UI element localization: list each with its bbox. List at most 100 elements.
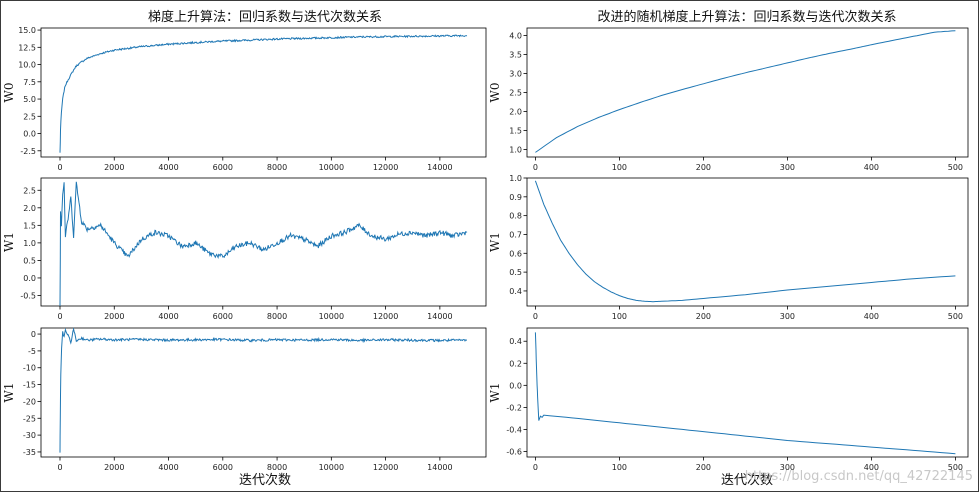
panel-3-y-tick-label: 2.0 bbox=[23, 204, 36, 213]
panel-5-series-line bbox=[59, 327, 467, 453]
panel-1-x-tick-label: 8000 bbox=[267, 163, 287, 172]
panel-3-x-tick-label: 12000 bbox=[373, 312, 398, 321]
panel-4-x-tick-label: 300 bbox=[780, 312, 795, 321]
panel-3-x-tick-label: 10000 bbox=[319, 312, 344, 321]
panel-3-y-tick-label: 0.0 bbox=[23, 274, 36, 283]
panel-2-y-tick-label: 2.0 bbox=[509, 107, 522, 116]
panel-4-y-tick-label: 0.8 bbox=[509, 212, 522, 221]
panel-1-y-tick-label: 7.5 bbox=[23, 78, 36, 87]
panel-2-x-tick-label: 0 bbox=[533, 163, 538, 172]
panel-1-y-tick-label: 2.5 bbox=[23, 112, 36, 121]
panel-3-axes-frame bbox=[40, 177, 487, 307]
panel-6-y-tick-label: 0.4 bbox=[509, 337, 522, 346]
x-axis-label-right: 迭代次数 bbox=[721, 472, 773, 488]
panel-4-x-tick-label: 100 bbox=[612, 312, 627, 321]
panel-5-x-tick-label: 6000 bbox=[213, 463, 233, 472]
panel-5-x-tick-label: 14000 bbox=[427, 463, 452, 472]
panel-1-x-tick-label: 6000 bbox=[213, 163, 233, 172]
panel-3-y-tick-label: 0.5 bbox=[23, 256, 36, 265]
panel-6-x-tick-label: 0 bbox=[533, 463, 538, 472]
panel-4-series-line bbox=[534, 180, 956, 303]
panel-6-x-tick-label: 100 bbox=[612, 463, 627, 472]
x-axis-label-left: 迭代次数 bbox=[239, 472, 291, 488]
panel-3-y-tick-label: -0.5 bbox=[20, 291, 36, 300]
panel-5-y-tick-label: -25 bbox=[23, 414, 36, 423]
chart-title-right: 改进的随机梯度上升算法：回归系数与迭代次数关系 bbox=[597, 9, 896, 25]
panel-5-y-tick-label: -10 bbox=[23, 364, 36, 373]
panel-4-y-tick-label: 0.9 bbox=[509, 193, 522, 202]
panel-2-x-tick-label: 500 bbox=[948, 163, 963, 172]
panel-3-x-tick-label: 14000 bbox=[427, 312, 452, 321]
panel-1-y-tick-label: -2.5 bbox=[20, 147, 36, 156]
panel-5-y-tick-label: -5 bbox=[28, 347, 36, 356]
panel-2-y-tick-label: 3.0 bbox=[509, 70, 522, 79]
panel-1-y-tick-label: 0.0 bbox=[23, 130, 36, 139]
panel-5-y-tick-label: -35 bbox=[23, 448, 36, 457]
panel-1-y-tick-label: 10.0 bbox=[18, 61, 36, 70]
panel-5-axes-frame bbox=[40, 327, 487, 458]
panel-5-y-tick-label: -20 bbox=[23, 397, 36, 406]
panel-4-axes-frame bbox=[526, 177, 969, 307]
panel-1-x-tick-label: 10000 bbox=[319, 163, 344, 172]
panel-1-x-tick-label: 14000 bbox=[427, 163, 452, 172]
panel-2-x-tick-label: 300 bbox=[780, 163, 795, 172]
panel-2-y-tick-label: 3.5 bbox=[509, 51, 522, 60]
panel-6-axes-frame bbox=[526, 327, 969, 458]
panel-6-x-tick-label: 400 bbox=[864, 463, 879, 472]
panel-4-y-axis-label: W1 bbox=[488, 232, 502, 252]
panel-4-y-tick-label: 0.7 bbox=[509, 230, 522, 239]
panel-4-y-tick-label: 1.0 bbox=[509, 174, 522, 183]
panel-2-x-tick-label: 100 bbox=[612, 163, 627, 172]
panel-3-x-tick-label: 2000 bbox=[104, 312, 124, 321]
panel-6-y-tick-label: -0.2 bbox=[506, 403, 522, 412]
panel-6-x-tick-label: 300 bbox=[780, 463, 795, 472]
panel-3-series-line bbox=[59, 181, 468, 306]
panel-4-y-tick-label: 0.6 bbox=[509, 249, 522, 258]
panel-3-x-tick-label: 8000 bbox=[267, 312, 287, 321]
panel-3-y-axis-label: W1 bbox=[2, 232, 16, 252]
panel-1-x-tick-label: 4000 bbox=[158, 163, 178, 172]
panel-6-y-tick-label: -0.6 bbox=[506, 447, 522, 456]
panel-1-x-tick-label: 12000 bbox=[373, 163, 398, 172]
panel-2-x-tick-label: 400 bbox=[864, 163, 879, 172]
panel-3-x-tick-label: 6000 bbox=[213, 312, 233, 321]
panel-6-y-tick-label: 0.0 bbox=[509, 381, 522, 390]
panel-2-series-line bbox=[535, 30, 956, 153]
panel-6-y-tick-label: 0.2 bbox=[509, 359, 522, 368]
panel-5-y-tick-label: 0 bbox=[31, 330, 36, 339]
panel-2-y-tick-label: 2.5 bbox=[509, 89, 522, 98]
panel-5-y-tick-label: -15 bbox=[23, 381, 36, 390]
panel-4-y-tick-label: 0.4 bbox=[509, 287, 522, 296]
panel-2-axes-frame bbox=[526, 27, 969, 158]
panel-1-y-axis-label: W0 bbox=[2, 83, 16, 103]
panel-6-series-line bbox=[534, 332, 956, 455]
panel-6-x-tick-label: 500 bbox=[948, 463, 963, 472]
panel-1-x-tick-label: 2000 bbox=[104, 163, 124, 172]
panel-5-x-tick-label: 0 bbox=[57, 463, 62, 472]
panel-2-x-tick-label: 200 bbox=[696, 163, 711, 172]
panel-1-series-line bbox=[59, 34, 468, 153]
panel-4-x-tick-label: 500 bbox=[948, 312, 963, 321]
panel-1-x-tick-label: 0 bbox=[57, 163, 62, 172]
panel-1-y-tick-label: 15.0 bbox=[18, 26, 36, 35]
panel-2-y-axis-label: W0 bbox=[488, 83, 502, 103]
panel-5-y-tick-label: -30 bbox=[23, 431, 36, 440]
panel-6-y-axis-label: W1 bbox=[488, 383, 502, 403]
panel-4-x-tick-label: 200 bbox=[696, 312, 711, 321]
panel-3-y-tick-label: 2.5 bbox=[23, 186, 36, 195]
panel-5-x-tick-label: 12000 bbox=[373, 463, 398, 472]
chart-title-left: 梯度上升算法：回归系数与迭代次数关系 bbox=[148, 9, 382, 25]
panel-6-y-tick-label: -0.4 bbox=[506, 425, 522, 434]
panel-3-y-tick-label: 1.5 bbox=[23, 221, 36, 230]
panel-2-y-tick-label: 4.0 bbox=[509, 32, 522, 41]
panel-5-x-tick-label: 10000 bbox=[319, 463, 344, 472]
panel-3-x-tick-label: 0 bbox=[57, 312, 62, 321]
panel-6-x-tick-label: 200 bbox=[696, 463, 711, 472]
panel-3-x-tick-label: 4000 bbox=[158, 312, 178, 321]
watermark-text: https://blog.csdn.net/qq_42722145 bbox=[745, 469, 973, 484]
panel-5-y-axis-label: W1 bbox=[2, 383, 16, 403]
panel-5-x-tick-label: 2000 bbox=[104, 463, 124, 472]
panel-4-y-tick-label: 0.5 bbox=[509, 268, 522, 277]
